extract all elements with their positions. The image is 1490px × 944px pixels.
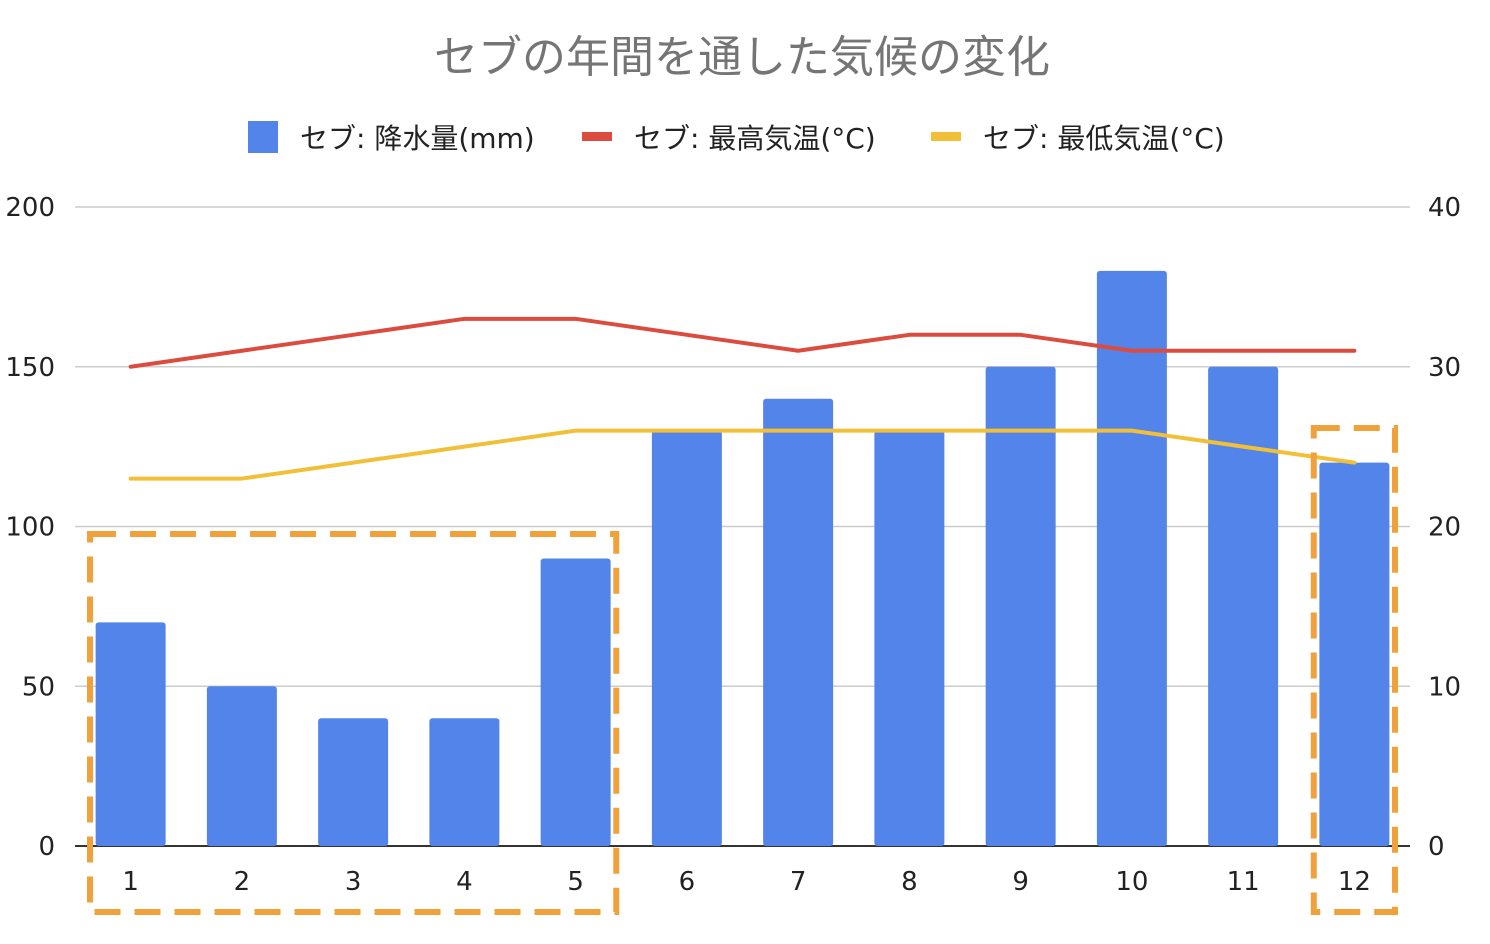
x-tick-label: 2 — [234, 867, 251, 897]
legend: セブ: 降水量(mm) セブ: 最高気温(°C) セブ: 最低気温(°C) — [248, 121, 1225, 155]
gridlines — [75, 206, 1410, 847]
bar — [318, 718, 389, 846]
bar — [206, 686, 277, 846]
bar — [763, 398, 834, 846]
x-tick-label: 7 — [790, 867, 807, 897]
series-line-min-temp — [128, 428, 1357, 481]
bar — [95, 622, 166, 846]
y-left-tick-label: 150 — [5, 353, 55, 383]
y-left-tick-label: 0 — [38, 832, 55, 862]
y-left-tick-label: 100 — [5, 513, 55, 543]
x-tick-label: 3 — [345, 867, 362, 897]
x-tick-label: 1 — [122, 867, 139, 897]
bar — [985, 366, 1056, 846]
temperature-lines — [128, 316, 1357, 481]
y-left-tick-label: 200 — [5, 193, 55, 223]
bar — [1208, 366, 1279, 846]
highlight-box — [87, 531, 620, 915]
bar — [1319, 462, 1390, 846]
y-right-tick-label: 10 — [1428, 672, 1461, 702]
x-tick-label: 12 — [1338, 867, 1371, 897]
x-tick-label: 5 — [567, 867, 584, 897]
bar — [429, 718, 500, 846]
legend-swatch-min-temp — [931, 132, 961, 141]
x-tick-label: 8 — [901, 867, 918, 897]
highlight-box — [1310, 425, 1398, 915]
x-tick-label: 10 — [1115, 867, 1148, 897]
y-left-tick-label: 50 — [22, 672, 55, 702]
x-tick-label: 11 — [1227, 867, 1260, 897]
legend-swatch-rain — [248, 121, 278, 153]
bar — [651, 430, 722, 846]
bars-rain — [95, 270, 1390, 846]
y-right-tick-label: 0 — [1428, 832, 1445, 862]
legend-label-min-temp: セブ: 最低気温(°C) — [983, 122, 1225, 155]
bar — [540, 558, 611, 846]
y-right-tick-label: 40 — [1428, 193, 1461, 223]
bar — [874, 430, 945, 846]
x-tick-label: 9 — [1012, 867, 1029, 897]
legend-label-max-temp: セブ: 最高気温(°C) — [634, 122, 876, 155]
legend-label-rain: セブ: 降水量(mm) — [300, 122, 535, 155]
series-line-max-temp — [128, 316, 1357, 369]
chart-title: セブの年間を通した気候の変化 — [434, 32, 1050, 83]
x-tick-label: 4 — [456, 867, 473, 897]
bar — [1096, 270, 1167, 846]
legend-swatch-max-temp — [582, 132, 612, 141]
highlight-boxes — [87, 425, 1398, 915]
y-right-tick-label: 30 — [1428, 353, 1461, 383]
x-tick-label: 6 — [679, 867, 696, 897]
y-right-tick-label: 20 — [1428, 513, 1461, 543]
